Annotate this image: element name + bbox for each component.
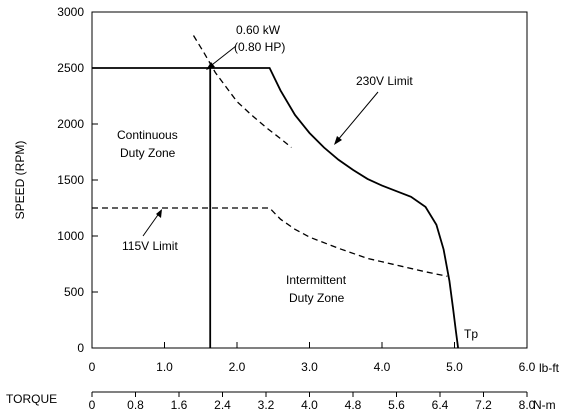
y-axis-ticks: 0 500 1000 1500 2000 2500 3000 xyxy=(57,5,98,355)
x-nm-tick-label: 6.4 xyxy=(432,398,449,412)
x-nm-tick-label: 8.0 xyxy=(519,398,536,412)
power-label-hp: (0.80 HP) xyxy=(234,40,285,54)
x-axis-lbft-ticks: 0 1.0 2.0 3.0 4.0 5.0 6.0 xyxy=(89,342,536,374)
x-lbft-tick-label: 5.0 xyxy=(446,360,463,374)
power-annotation: 0.60 kW (0.80 HP) xyxy=(206,23,285,70)
continuous-zone-label-2: Duty Zone xyxy=(120,146,176,160)
x-lbft-tick-label: 2.0 xyxy=(229,360,246,374)
intermittent-zone-label-1: Intermittent xyxy=(286,273,347,287)
x-nm-tick-label: 5.6 xyxy=(388,398,405,412)
x-lbft-tick-label: 4.0 xyxy=(374,360,391,374)
x-lbft-tick-label: 3.0 xyxy=(301,360,318,374)
power-arrowhead xyxy=(206,62,215,70)
series-lines xyxy=(92,35,459,349)
series-230v-limit xyxy=(92,67,459,349)
x-unit-lbft: lb-ft xyxy=(539,361,560,375)
230v-label: 230V Limit xyxy=(356,74,413,88)
115v-label: 115V Limit xyxy=(122,239,178,253)
115v-arrowhead xyxy=(156,209,162,218)
series-115v-limit xyxy=(92,207,448,277)
y-tick-label: 1000 xyxy=(57,229,84,243)
x-unit-nm: N-m xyxy=(533,398,556,412)
x-nm-tick-label: 4.0 xyxy=(301,398,318,412)
x-nm-tick-label: 2.4 xyxy=(214,398,231,412)
y-tick-label: 2500 xyxy=(57,61,84,75)
x-nm-tick-label: 4.8 xyxy=(345,398,362,412)
continuous-zone-label-1: Continuous xyxy=(117,128,178,142)
power-label-kw: 0.60 kW xyxy=(236,23,281,37)
y-tick-label: 2000 xyxy=(57,117,84,131)
x-nm-tick-label: 3.2 xyxy=(258,398,275,412)
series-0-60-kw-0-80-hp xyxy=(192,35,292,149)
x-axis-nm: 0 0.8 1.6 2.4 3.2 4.0 4.8 5.6 6.4 7.2 8.0 xyxy=(89,391,536,412)
115v-annotation: 115V Limit xyxy=(122,209,178,253)
x-nm-tick-label: 7.2 xyxy=(475,398,492,412)
x-nm-tick-label: 0.8 xyxy=(127,398,144,412)
x-lbft-tick-label: 1.0 xyxy=(156,360,173,374)
intermittent-zone-label-2: Duty Zone xyxy=(289,291,345,305)
x-lbft-tick-label: 6.0 xyxy=(519,360,536,374)
y-tick-label: 3000 xyxy=(57,5,84,19)
tp-label: Tp xyxy=(464,327,478,341)
y-tick-label: 0 xyxy=(77,341,84,355)
230v-arrowhead xyxy=(334,136,342,145)
x-lbft-tick-label: 0 xyxy=(89,360,96,374)
torque-label: TORQUE xyxy=(6,392,57,406)
x-nm-tick-label: 1.6 xyxy=(171,398,188,412)
y-axis-title: SPEED (RPM) xyxy=(13,141,27,220)
230v-annotation: 230V Limit xyxy=(334,74,413,145)
y-tick-label: 500 xyxy=(64,285,84,299)
y-tick-label: 1500 xyxy=(57,173,84,187)
x-nm-tick-label: 0 xyxy=(89,398,96,412)
230v-arrow xyxy=(336,91,379,142)
115v-arrow xyxy=(142,211,161,237)
